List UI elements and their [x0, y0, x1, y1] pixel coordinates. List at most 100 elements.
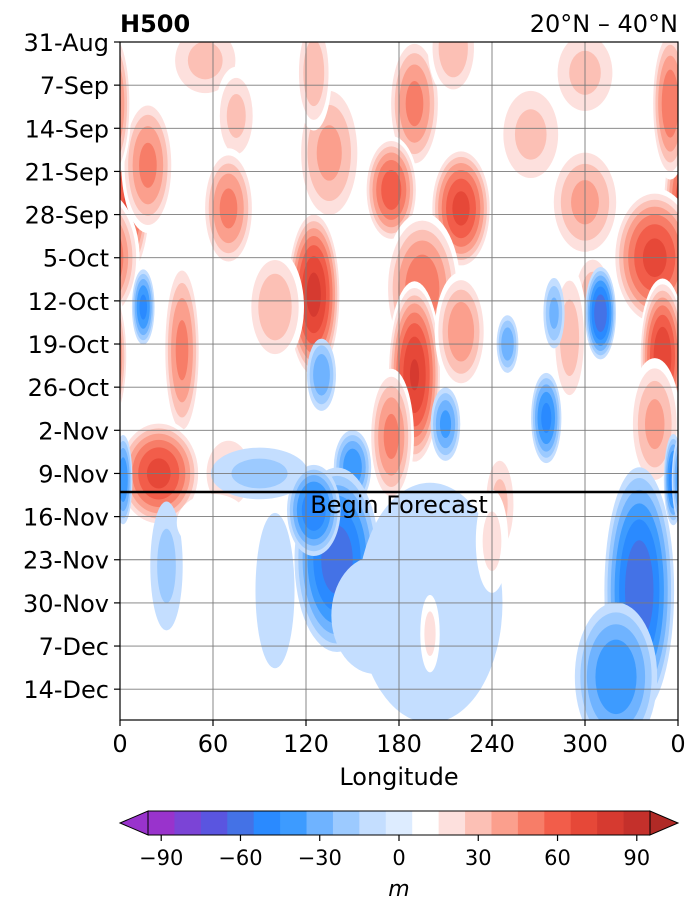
colorbar-swatch	[544, 811, 572, 835]
x-tick-label: 0	[112, 730, 127, 758]
colorbar-swatch	[227, 811, 255, 835]
colorbar-swatch	[359, 811, 387, 835]
anomaly-cell	[427, 42, 479, 99]
contour-band	[139, 294, 148, 320]
y-tick-label: 31-Aug	[23, 29, 109, 57]
contour-band	[219, 188, 238, 229]
anomaly-cell	[434, 272, 488, 392]
y-tick-label: 12-Oct	[28, 288, 109, 316]
anomaly-cell	[121, 97, 175, 234]
y-tick-label: 14-Sep	[25, 115, 109, 143]
contour-band	[258, 273, 292, 341]
contour-band	[383, 413, 399, 460]
contour-band	[559, 299, 580, 377]
colorbar-label: m	[388, 877, 409, 902]
contour-band	[175, 320, 189, 381]
y-tick-label: 21-Sep	[25, 158, 109, 186]
anomaly-cell	[307, 338, 336, 411]
anomaly-cell	[131, 269, 155, 345]
contour-band	[541, 402, 552, 434]
colorbar-ticks: −90 −60 −30 0 30 60 90	[139, 835, 650, 870]
contour-band	[452, 191, 470, 226]
colorbar-swatch	[385, 811, 413, 835]
y-tick-label: 30-Nov	[23, 590, 109, 618]
colorbar-swatch	[597, 811, 625, 835]
y-tick-label: 26-Oct	[28, 374, 109, 402]
anomaly-cell	[255, 512, 295, 669]
colorbar-swatch	[174, 811, 202, 835]
anomaly-cell	[574, 602, 658, 720]
colorbar-swatch	[280, 811, 308, 835]
contour-band	[157, 528, 176, 604]
contour-band	[514, 109, 547, 160]
anomaly-cell	[495, 78, 567, 191]
y-tick-label: 2-Nov	[38, 417, 109, 445]
y-tick-label: 9-Nov	[38, 460, 109, 488]
y-tick-label: 14-Dec	[23, 676, 109, 704]
contour-band	[661, 69, 678, 138]
x-axis: 0 60 120 180 240 300 0	[112, 720, 686, 758]
colorbar-swatch	[306, 811, 334, 835]
contour-band	[381, 169, 402, 210]
contour-band	[301, 490, 326, 531]
colorbar-swatch	[253, 811, 281, 835]
anomaly-cell	[388, 42, 441, 172]
anomaly-cell	[202, 148, 255, 269]
contour-band	[424, 611, 436, 657]
x-tick-label: 0	[670, 730, 685, 758]
colorbar-tick-label: 60	[544, 846, 571, 870]
contour-band	[439, 410, 452, 439]
colorbar-tick-label: −90	[139, 846, 183, 870]
begin-forecast-label: Begin Forecast	[310, 491, 488, 519]
anomaly-cell	[368, 368, 414, 505]
y-tick-label: 16-Nov	[23, 504, 109, 532]
colorbar-swatch	[570, 811, 598, 835]
colorbar-tick-label: 90	[623, 846, 650, 870]
anomaly-cell	[430, 387, 461, 461]
contour-band	[447, 301, 475, 362]
colorbar-swatch	[438, 811, 466, 835]
y-tick-label: 28-Sep	[25, 202, 109, 230]
x-tick-label: 300	[562, 730, 608, 758]
y-tick-label: 19-Oct	[28, 331, 109, 359]
colorbar-swatch	[517, 811, 545, 835]
y-tick-label: 5-Oct	[43, 245, 109, 273]
colorbar-tick-label: −30	[298, 846, 342, 870]
anomaly-cell	[120, 42, 678, 180]
colorbar-swatch	[491, 811, 519, 835]
contour-band	[438, 42, 468, 78]
x-axis-label: Longitude	[339, 763, 458, 791]
anomaly-cell	[420, 595, 440, 673]
x-tick-label: 240	[469, 730, 515, 758]
contour-band	[674, 451, 678, 508]
x-tick-label: 180	[376, 730, 422, 758]
colorbar-tick-label: 30	[465, 846, 492, 870]
colorbar-tick-label: −60	[218, 846, 262, 870]
colorbar-extend-min	[118, 810, 149, 836]
anomaly-cell	[543, 278, 565, 349]
y-axis: 31-Aug 7-Sep 14-Sep 21-Sep 28-Sep 5-Oct 12-Oct…	[23, 29, 120, 704]
y-tick-label: 7-Sep	[40, 72, 109, 100]
chart-region-label: 20°N – 40°N	[530, 10, 678, 38]
contour-band	[313, 354, 330, 396]
contour-band	[409, 359, 420, 391]
colorbar-swatch	[200, 811, 228, 835]
x-tick-label: 120	[283, 730, 329, 758]
contour-band	[594, 294, 607, 333]
contour-band	[226, 93, 246, 138]
anomaly-cell	[150, 501, 183, 631]
y-tick-label: 23-Nov	[23, 547, 109, 575]
colorbar-extend-max	[649, 810, 680, 836]
contour-band	[595, 639, 637, 715]
colorbar-swatch	[412, 811, 440, 835]
colorbar-swatch	[465, 811, 492, 835]
contour-band	[316, 125, 342, 181]
anomaly-cell	[215, 66, 258, 166]
contour-band	[644, 399, 665, 450]
contour-band	[187, 42, 223, 80]
colorbar-swatch	[148, 811, 175, 835]
chart-title: H500	[120, 10, 190, 38]
colorbar-swatch	[332, 811, 360, 835]
contour-band	[139, 142, 157, 188]
